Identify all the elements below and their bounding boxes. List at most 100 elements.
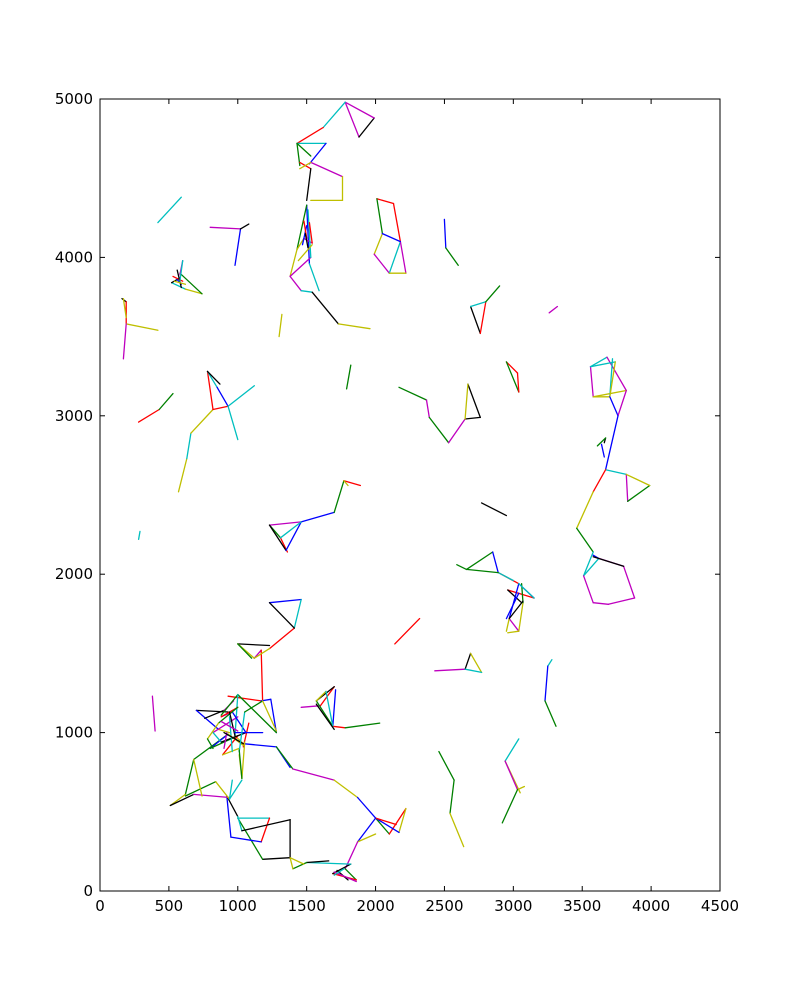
line-segment bbox=[228, 711, 236, 737]
x-tick-label: 2000 bbox=[356, 897, 394, 915]
line-segment bbox=[285, 521, 302, 552]
line-segment bbox=[299, 161, 312, 170]
line-segment bbox=[516, 785, 526, 791]
line-segment bbox=[373, 253, 390, 274]
line-segment bbox=[374, 817, 397, 826]
x-tick-label: 4500 bbox=[701, 897, 739, 915]
line-segment bbox=[179, 272, 203, 295]
line-segment bbox=[333, 480, 345, 514]
line-segment bbox=[306, 204, 311, 265]
line-segment bbox=[607, 597, 636, 605]
line-segment bbox=[253, 647, 271, 659]
line-segment bbox=[289, 857, 305, 865]
line-segment bbox=[516, 372, 520, 393]
line-segment bbox=[544, 700, 557, 727]
line-segment bbox=[220, 720, 239, 732]
line-segment bbox=[398, 386, 428, 401]
line-segment bbox=[227, 405, 239, 441]
line-segment bbox=[228, 779, 233, 800]
line-segment bbox=[592, 469, 607, 493]
line-segment bbox=[505, 361, 520, 393]
line-segment bbox=[576, 527, 594, 553]
line-segment bbox=[325, 690, 334, 727]
line-segment bbox=[622, 565, 636, 599]
line-segment bbox=[464, 668, 483, 674]
line-segment bbox=[122, 323, 127, 360]
x-tick-label: 1000 bbox=[219, 897, 257, 915]
line-segment bbox=[464, 383, 469, 420]
line-segment bbox=[176, 269, 182, 289]
line-segment bbox=[186, 432, 192, 460]
line-segment bbox=[289, 857, 294, 870]
y-tick-label: 2000 bbox=[55, 565, 93, 583]
line-segment bbox=[447, 418, 466, 444]
line-segment bbox=[456, 564, 468, 571]
line-segment bbox=[399, 240, 407, 274]
line-segment bbox=[518, 602, 524, 632]
line-segment bbox=[505, 592, 520, 620]
line-segment bbox=[289, 256, 312, 278]
line-segment bbox=[589, 361, 616, 368]
line-segment bbox=[343, 480, 349, 487]
axis-tick-labels: 0 500 1000 1500 2000 2500 3000 3500 4000 4500 0 100… bbox=[55, 90, 739, 915]
line-segment bbox=[158, 392, 174, 411]
line-segment bbox=[343, 480, 362, 487]
line-segment bbox=[220, 693, 239, 716]
line-segment bbox=[228, 716, 233, 753]
line-segment bbox=[381, 232, 402, 243]
x-tick-label: 0 bbox=[95, 897, 105, 915]
line-segment bbox=[223, 731, 228, 750]
line-segment bbox=[485, 285, 501, 303]
line-segment bbox=[508, 600, 524, 620]
line-segment bbox=[315, 690, 327, 702]
line-segment bbox=[237, 643, 271, 647]
line-segment bbox=[227, 695, 262, 702]
line-segment bbox=[179, 259, 184, 282]
line-segment bbox=[394, 617, 421, 645]
line-segment bbox=[398, 807, 407, 834]
line-segment bbox=[392, 202, 402, 243]
line-segment bbox=[206, 370, 214, 411]
line-segment bbox=[501, 788, 519, 824]
line-segment bbox=[204, 709, 225, 719]
line-segment bbox=[308, 142, 327, 165]
line-segment bbox=[600, 443, 605, 458]
line-segment bbox=[278, 313, 283, 338]
line-segment bbox=[137, 530, 141, 541]
line-segment bbox=[303, 237, 313, 244]
line-segment bbox=[244, 700, 264, 713]
line-segment bbox=[206, 370, 218, 388]
line-segment bbox=[469, 305, 481, 335]
line-segment bbox=[268, 602, 295, 629]
line-segment bbox=[479, 301, 487, 335]
line-segment bbox=[507, 630, 520, 634]
line-segment bbox=[260, 817, 271, 843]
line-segment bbox=[296, 204, 308, 251]
line-segment bbox=[296, 237, 305, 251]
line-segment bbox=[306, 860, 330, 864]
line-segment bbox=[195, 709, 220, 731]
line-segment bbox=[137, 408, 160, 423]
line-segment bbox=[438, 750, 455, 781]
line-segment bbox=[464, 416, 481, 420]
line-segment bbox=[374, 817, 400, 834]
line-segment bbox=[609, 361, 616, 398]
line-segment bbox=[344, 101, 360, 138]
line-segment bbox=[238, 749, 243, 780]
line-segment bbox=[356, 817, 377, 843]
line-segment bbox=[206, 738, 214, 750]
line-segment bbox=[275, 746, 294, 770]
line-segment bbox=[306, 168, 312, 202]
line-segment bbox=[193, 758, 203, 797]
line-segment bbox=[332, 725, 346, 729]
line-segment bbox=[604, 415, 619, 471]
line-segment bbox=[311, 291, 340, 325]
line-segment bbox=[449, 779, 455, 815]
line-segment bbox=[547, 659, 553, 667]
x-tick-label: 2500 bbox=[425, 897, 463, 915]
line-segment bbox=[241, 741, 246, 780]
line-segment bbox=[344, 101, 375, 119]
line-segment bbox=[576, 491, 594, 529]
line-segment bbox=[296, 142, 312, 157]
line-segment bbox=[234, 228, 242, 266]
